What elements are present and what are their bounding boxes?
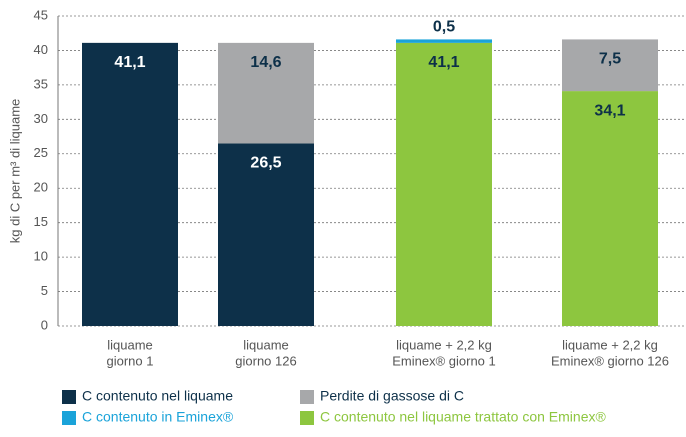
- y-tick-label: 45: [34, 7, 48, 22]
- bar-segment: [218, 42, 314, 144]
- legend-swatch: [300, 390, 314, 404]
- y-tick-label: 5: [41, 283, 48, 298]
- y-tick-label: 35: [34, 76, 48, 91]
- y-tick-label: 0: [41, 317, 48, 332]
- bar-segment: [218, 143, 314, 326]
- bar-segment: [82, 42, 178, 326]
- legend-label: C contenuto nel liquame trattato con Emi…: [320, 409, 606, 425]
- y-tick-label: 15: [34, 214, 48, 229]
- data-label: 41,1: [428, 54, 459, 71]
- y-axis-label: kg di C per m³ di liquame: [7, 99, 22, 244]
- x-tick-label: giorno 1: [107, 353, 154, 368]
- x-tick-label: Eminex® giorno 1: [392, 353, 496, 368]
- legend-swatch: [62, 411, 76, 425]
- x-tick-label: giorno 126: [235, 353, 296, 368]
- y-tick-label: 20: [34, 180, 48, 195]
- y-tick-label: 40: [34, 42, 48, 57]
- y-tick-label: 10: [34, 249, 48, 264]
- legend-swatch: [62, 390, 76, 404]
- data-label: 41,1: [114, 54, 145, 71]
- data-label: 7,5: [599, 51, 621, 68]
- bar-segment: [562, 39, 658, 92]
- bar-segment: [562, 91, 658, 326]
- legend-label: C contenuto nel liquame: [82, 388, 233, 404]
- data-label: 34,1: [594, 102, 625, 119]
- y-tick-label: 25: [34, 145, 48, 160]
- x-tick-label: liquame: [107, 337, 153, 352]
- data-label: 14,6: [250, 54, 281, 71]
- x-tick-label: Eminex® giorno 126: [551, 353, 669, 368]
- data-label: 26,5: [250, 155, 281, 172]
- data-label: 0,5: [433, 19, 455, 36]
- x-tick-label: liquame + 2,2 kg: [562, 337, 658, 352]
- y-tick-label: 30: [34, 111, 48, 126]
- x-tick-label: liquame: [243, 337, 289, 352]
- legend-label: C contenuto in Eminex®: [82, 409, 234, 425]
- x-tick-label: liquame + 2,2 kg: [396, 337, 492, 352]
- legend-label: Perdite di gassose di C: [320, 388, 464, 404]
- legend-swatch: [300, 411, 314, 425]
- bar-segment: [396, 39, 492, 43]
- bar-segment: [396, 42, 492, 326]
